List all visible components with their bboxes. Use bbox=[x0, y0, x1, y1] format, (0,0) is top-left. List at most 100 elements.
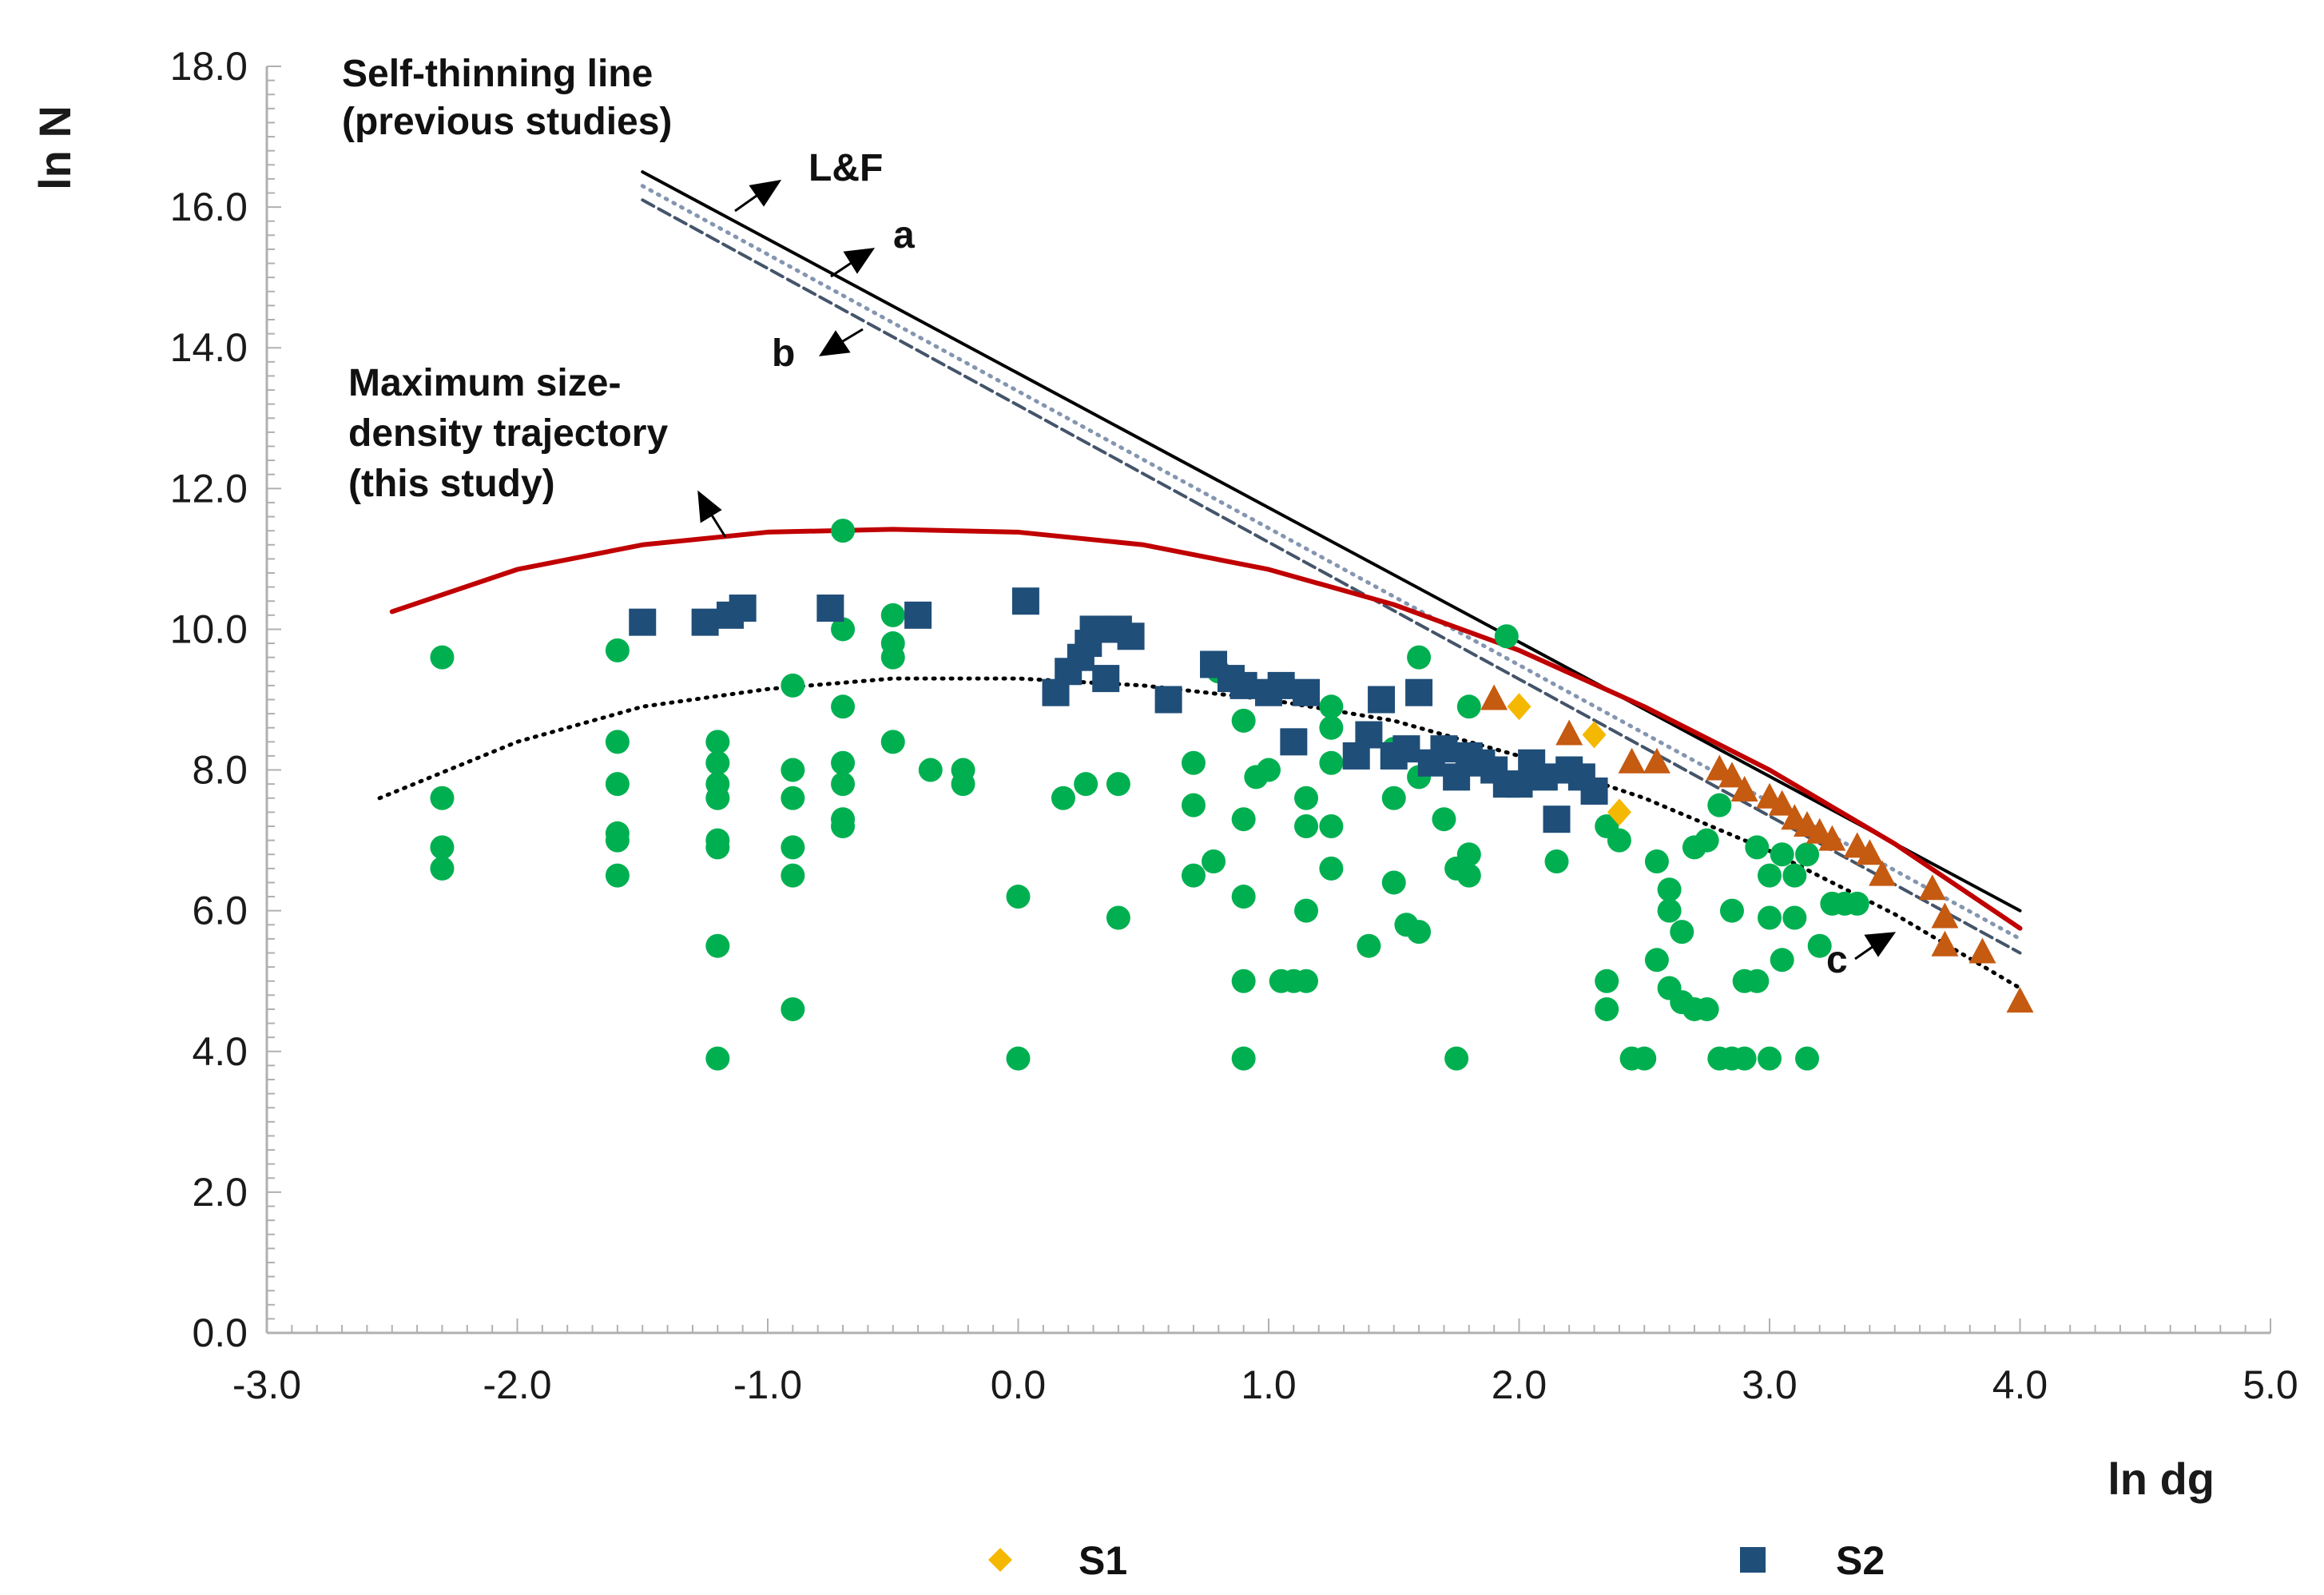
annotation-self-thinning-1: Self-thinning line bbox=[342, 53, 653, 95]
point-other bbox=[1782, 905, 1807, 930]
point-other bbox=[1632, 1046, 1657, 1071]
point-other bbox=[1407, 920, 1432, 945]
point-other bbox=[705, 730, 730, 754]
point-other bbox=[1257, 758, 1281, 782]
point-s3 bbox=[1555, 719, 1583, 746]
point-other bbox=[705, 1046, 730, 1071]
x-tick-label: -3.0 bbox=[232, 1362, 301, 1407]
point-other bbox=[1694, 828, 1719, 853]
x-tick-label: 1.0 bbox=[1241, 1362, 1297, 1407]
annotation-max-traj-2: density trajectory bbox=[348, 412, 668, 455]
point-other bbox=[1319, 694, 1344, 719]
legend-s2-label: S2 bbox=[1836, 1538, 1885, 1583]
point-s2 bbox=[1368, 686, 1396, 714]
point-other bbox=[1381, 870, 1406, 895]
point-other bbox=[1657, 877, 1682, 902]
y-tick-label: 16.0 bbox=[170, 185, 248, 229]
legend-s1-marker bbox=[988, 1548, 1012, 1572]
annotation-c-label: c bbox=[1826, 939, 1848, 981]
arrow-b-head bbox=[819, 330, 851, 356]
point-other bbox=[1294, 898, 1319, 923]
point-other bbox=[918, 758, 943, 782]
point-s2 bbox=[729, 595, 757, 622]
point-other bbox=[1494, 624, 1519, 649]
point-s3 bbox=[1618, 747, 1646, 774]
arrow-a-head bbox=[843, 248, 876, 274]
point-other bbox=[1181, 863, 1206, 888]
point-other bbox=[1202, 849, 1226, 874]
point-other bbox=[605, 828, 630, 853]
x-tick-label: 5.0 bbox=[2243, 1362, 2298, 1407]
y-tick-label: 10.0 bbox=[170, 607, 248, 651]
y-axis-title: ln N bbox=[30, 105, 80, 190]
arrow-c-head bbox=[1864, 932, 1897, 957]
point-other bbox=[1319, 715, 1344, 740]
point-other bbox=[1231, 885, 1256, 909]
point-other bbox=[1106, 905, 1130, 930]
point-other bbox=[1319, 814, 1344, 838]
point-other bbox=[1845, 891, 1869, 916]
point-other bbox=[1795, 842, 1820, 867]
y-tick-label: 12.0 bbox=[170, 466, 248, 511]
point-other bbox=[1231, 969, 1256, 993]
point-other bbox=[1051, 786, 1075, 810]
annotation-lf-label: L&F bbox=[808, 147, 883, 189]
point-other bbox=[831, 814, 856, 838]
point-s3 bbox=[1643, 747, 1670, 774]
point-other bbox=[605, 638, 630, 662]
point-s3 bbox=[1931, 930, 1959, 957]
point-other bbox=[1381, 786, 1406, 810]
axes-group: 0.0 2.0 4.0 6.0 8.0 10.0 12.0 14.0 16.0 18.0 -3.0 -… bbox=[170, 44, 2298, 1407]
point-other bbox=[1644, 948, 1669, 973]
point-other bbox=[781, 673, 805, 698]
point-other bbox=[1231, 807, 1256, 832]
point-other bbox=[1181, 793, 1206, 817]
y-tick-label: 14.0 bbox=[170, 325, 248, 370]
point-s2 bbox=[1280, 728, 1308, 756]
point-s3 bbox=[1718, 762, 1746, 788]
y-tick-label: 6.0 bbox=[192, 889, 248, 933]
point-other bbox=[605, 863, 630, 888]
legend-s1-label: S1 bbox=[1079, 1538, 1127, 1583]
point-other bbox=[1357, 933, 1381, 958]
point-s2 bbox=[1117, 622, 1145, 650]
point-s2 bbox=[1011, 587, 1039, 615]
point-other bbox=[705, 750, 730, 775]
point-other bbox=[705, 786, 730, 810]
point-other bbox=[951, 772, 975, 797]
annotation-b-label: b bbox=[772, 332, 795, 375]
point-s3 bbox=[2006, 987, 2034, 1013]
point-s1 bbox=[1582, 721, 1607, 749]
point-other bbox=[781, 786, 805, 810]
point-other bbox=[1707, 793, 1732, 817]
point-s2 bbox=[1430, 735, 1458, 763]
point-other bbox=[705, 835, 730, 860]
point-other bbox=[1544, 849, 1569, 874]
line-c bbox=[377, 676, 2022, 991]
x-tick-label: 0.0 bbox=[991, 1362, 1047, 1407]
point-other bbox=[831, 617, 856, 642]
point-other bbox=[1319, 750, 1344, 775]
point-s3 bbox=[1968, 937, 1996, 964]
y-tick-label: 8.0 bbox=[192, 748, 248, 793]
point-s2 bbox=[1543, 805, 1571, 833]
point-s2 bbox=[1530, 763, 1558, 791]
point-other bbox=[430, 645, 455, 670]
point-other bbox=[1670, 920, 1694, 945]
point-other bbox=[781, 863, 805, 888]
point-other bbox=[1595, 969, 1619, 993]
point-s3 bbox=[1856, 839, 1884, 865]
x-tick-label: -2.0 bbox=[483, 1362, 551, 1407]
point-other bbox=[880, 603, 905, 627]
point-s2 bbox=[691, 608, 719, 636]
x-tick-label: 3.0 bbox=[1742, 1362, 1798, 1407]
point-other bbox=[880, 645, 905, 670]
point-other bbox=[1770, 948, 1794, 973]
point-other bbox=[1782, 863, 1807, 888]
point-other bbox=[1006, 1046, 1031, 1071]
x-axis-title: ln dg bbox=[2107, 1454, 2215, 1504]
point-other bbox=[605, 772, 630, 797]
annotation-max-traj-1: Maximum size- bbox=[348, 362, 621, 404]
point-other bbox=[1607, 828, 1631, 853]
